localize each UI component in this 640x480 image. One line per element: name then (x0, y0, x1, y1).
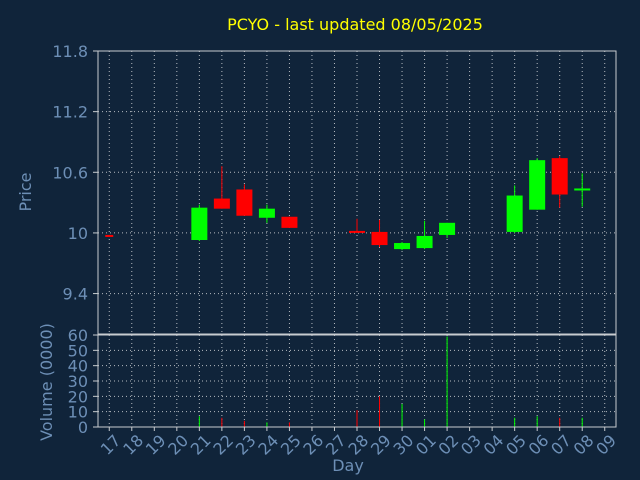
candle-body (236, 189, 253, 216)
price-tick-label: 11.2 (52, 103, 88, 122)
volume-tick-label: 40 (68, 357, 88, 376)
price-tick-label: 11.8 (52, 42, 88, 61)
candle-body (281, 216, 298, 228)
candle-body (371, 231, 388, 246)
candle-body (394, 243, 411, 250)
x-axis-label: Day (332, 456, 364, 475)
volume-axis-label: Volume (0000) (37, 323, 56, 441)
day-tick-label: 09 (592, 431, 620, 459)
volume-tick-label: 20 (68, 387, 88, 406)
candle-body (574, 188, 591, 191)
price-tick-label: 10 (68, 224, 88, 243)
volume-panel-frame (97, 334, 617, 428)
candle-body (349, 230, 365, 233)
candle-body (213, 198, 230, 209)
candle-body (506, 195, 523, 232)
day-tick-labels: 1718192021222324252627282930010203040506… (97, 427, 620, 459)
volume-tick-label: 0 (78, 418, 88, 437)
price-panel-frame (97, 50, 617, 335)
volume-bars-layer (198, 336, 583, 427)
candle-body (105, 234, 114, 237)
candle-body (258, 208, 275, 218)
volume-tick-label: 60 (68, 326, 88, 345)
candle-body (439, 222, 456, 235)
grid-layer (98, 50, 616, 428)
price-axis-label: Price (16, 172, 35, 211)
candle-body (416, 235, 433, 249)
volume-tick-label: 50 (68, 341, 88, 360)
chart-title: PCYO - last updated 08/05/2025 (227, 15, 483, 34)
candle-body (191, 207, 208, 241)
price-tick-label: 9.4 (63, 285, 88, 304)
price-tick-labels: 11.8 11.2 10.6 10 9.4 (52, 42, 98, 304)
candle-body (551, 158, 568, 195)
candles-layer (105, 156, 591, 251)
price-tick-label: 10.6 (52, 163, 88, 182)
candle-body (529, 160, 546, 210)
volume-tick-label: 10 (68, 403, 88, 422)
volume-tick-label: 30 (68, 372, 88, 391)
